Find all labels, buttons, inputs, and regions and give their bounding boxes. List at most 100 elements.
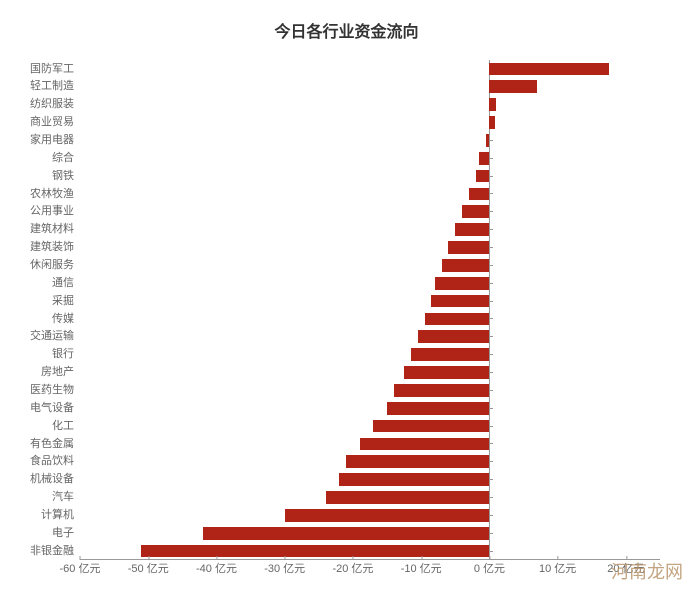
bar-row: 化工 [80, 420, 660, 433]
x-tick-mark [353, 556, 354, 560]
y-label: 机械设备 [30, 473, 80, 486]
bar-row: 通信 [80, 277, 660, 290]
bar [479, 152, 489, 165]
bar [203, 527, 490, 540]
y-tick [489, 443, 493, 444]
x-tick-label: -30 亿元 [264, 560, 305, 576]
y-label: 建筑装饰 [30, 241, 80, 254]
y-tick [489, 318, 493, 319]
y-label: 通信 [52, 277, 80, 290]
y-tick [489, 265, 493, 266]
bar-row: 休闲服务 [80, 259, 660, 272]
bar [425, 313, 490, 326]
bar-row: 房地产 [80, 366, 660, 379]
plot-area: 国防军工轻工制造纺织服装商业贸易家用电器综合钢铁农林牧渔公用事业建筑材料建筑装饰… [80, 60, 660, 560]
bar-row: 轻工制造 [80, 80, 660, 93]
bar-row: 纺织服装 [80, 98, 660, 111]
y-tick [489, 533, 493, 534]
y-tick [489, 515, 493, 516]
x-tick-label: -60 亿元 [60, 560, 101, 576]
y-label: 轻工制造 [30, 80, 80, 93]
bar [469, 188, 489, 201]
bar [373, 420, 489, 433]
bar [448, 241, 489, 254]
bar-row: 家用电器 [80, 134, 660, 147]
y-label: 纺织服装 [30, 98, 80, 111]
bar [489, 116, 494, 129]
x-tick-label: -40 亿元 [196, 560, 237, 576]
bar [431, 295, 489, 308]
y-label: 电子 [52, 527, 80, 540]
chart-container: 今日各行业资金流向 国防军工轻工制造纺织服装商业贸易家用电器综合钢铁农林牧渔公用… [0, 0, 693, 596]
y-tick [489, 193, 493, 194]
y-tick [489, 211, 493, 212]
bar [404, 366, 489, 379]
x-tick-mark [148, 556, 149, 560]
y-tick [489, 158, 493, 159]
bar [387, 402, 489, 415]
y-label: 汽车 [52, 491, 80, 504]
bar [346, 455, 489, 468]
bar [455, 223, 489, 236]
bar [326, 491, 490, 504]
bar [141, 545, 489, 558]
y-tick [489, 551, 493, 552]
bar-row: 计算机 [80, 509, 660, 522]
bar [411, 348, 489, 361]
bar-row: 国防军工 [80, 63, 660, 76]
bar [360, 438, 490, 451]
y-tick [489, 140, 493, 141]
y-label: 电气设备 [30, 402, 80, 415]
y-label: 公用事业 [30, 205, 80, 218]
bar-row: 医药生物 [80, 384, 660, 397]
bar [476, 170, 490, 183]
y-tick [489, 176, 493, 177]
bar-row: 银行 [80, 348, 660, 361]
y-label: 食品饮料 [30, 455, 80, 468]
bar [442, 259, 490, 272]
x-tick-label: 0 亿元 [474, 560, 505, 576]
x-tick-mark [558, 556, 559, 560]
bar-row: 机械设备 [80, 473, 660, 486]
bar [435, 277, 490, 290]
y-label: 商业贸易 [30, 116, 80, 129]
x-tick-label: 10 亿元 [539, 560, 576, 576]
bar [394, 384, 490, 397]
bar-row: 交通运输 [80, 330, 660, 343]
bar-row: 电子 [80, 527, 660, 540]
bar-row: 有色金属 [80, 438, 660, 451]
y-tick [489, 426, 493, 427]
x-tick-label: -20 亿元 [332, 560, 373, 576]
chart-title: 今日各行业资金流向 [0, 0, 693, 50]
bar-row: 建筑材料 [80, 223, 660, 236]
y-label: 交通运输 [30, 330, 80, 343]
watermark: 河南龙网 [611, 558, 683, 584]
y-label: 钢铁 [52, 170, 80, 183]
x-tick-label: -10 亿元 [401, 560, 442, 576]
y-tick [489, 354, 493, 355]
bar [462, 205, 489, 218]
bar-row: 电气设备 [80, 402, 660, 415]
x-axis: -60 亿元-50 亿元-40 亿元-30 亿元-20 亿元-10 亿元0 亿元… [80, 560, 660, 580]
y-tick [489, 229, 493, 230]
y-label: 医药生物 [30, 384, 80, 397]
y-label: 采掘 [52, 295, 80, 308]
y-label: 有色金属 [30, 438, 80, 451]
bar [486, 134, 489, 147]
y-tick [489, 283, 493, 284]
y-label: 国防军工 [30, 63, 80, 76]
bar-row: 钢铁 [80, 170, 660, 183]
y-label: 银行 [52, 348, 80, 361]
bar-row: 建筑装饰 [80, 241, 660, 254]
y-tick [489, 301, 493, 302]
bar [339, 473, 489, 486]
y-tick [489, 247, 493, 248]
bar-row: 综合 [80, 152, 660, 165]
y-label: 房地产 [41, 366, 80, 379]
bar [418, 330, 490, 343]
y-tick [489, 336, 493, 337]
bar-row: 采掘 [80, 295, 660, 308]
y-label: 计算机 [41, 509, 80, 522]
y-tick [489, 372, 493, 373]
y-label: 建筑材料 [30, 223, 80, 236]
